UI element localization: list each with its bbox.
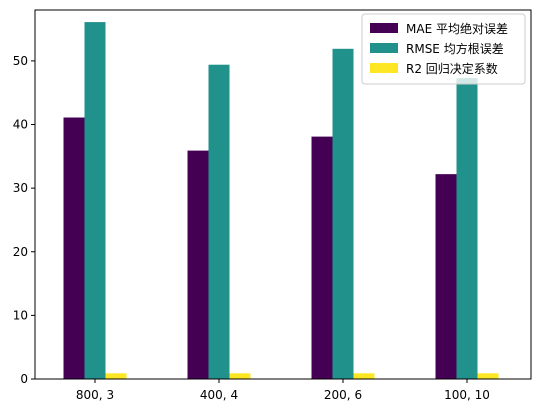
x-tick-label: 200, 6 <box>324 388 362 402</box>
legend-box <box>361 13 526 85</box>
legend-label-1: MAE 平均绝对误差 <box>406 21 508 36</box>
bar-1-3 <box>311 136 333 379</box>
bar-1-1 <box>63 117 85 379</box>
y-tick-label: 30 <box>13 181 28 195</box>
axes-group: 0 10 20 30 40 50 800, 3 400, 4 200, 6 100, 10 <box>13 9 532 402</box>
plot-frame <box>34 9 532 380</box>
bar-1-2 <box>187 150 209 379</box>
bar-3-3 <box>353 373 375 379</box>
legend-swatch-1 <box>370 23 398 33</box>
bar-2-3 <box>332 48 354 379</box>
legend-label-2: RMSE 均方根误差 <box>406 41 504 56</box>
bar-3-4 <box>477 373 499 379</box>
bar-3-2 <box>229 373 251 379</box>
bars-group <box>63 22 499 380</box>
x-tick-label: 100, 10 <box>444 388 490 402</box>
legend-label-3: R2 回归决定系数 <box>406 61 498 76</box>
legend: MAE 平均绝对误差 RMSE 均方根误差 R2 回归决定系数 <box>361 13 526 85</box>
y-tick-label: 0 <box>20 372 28 386</box>
y-tick-label: 40 <box>13 118 28 132</box>
y-tick-label: 10 <box>13 308 28 322</box>
x-tick-label: 800, 3 <box>76 388 114 402</box>
y-tick-label: 50 <box>13 54 28 68</box>
bar-3-1 <box>105 373 127 379</box>
legend-swatch-3 <box>370 63 398 73</box>
bar-1-4 <box>435 174 457 379</box>
y-tick-label: 20 <box>13 245 28 259</box>
bar-2-1 <box>84 22 106 380</box>
bar-2-4 <box>456 78 478 380</box>
legend-swatch-2 <box>370 43 398 53</box>
bar-2-2 <box>208 64 230 379</box>
x-tick-label: 400, 4 <box>200 388 238 402</box>
